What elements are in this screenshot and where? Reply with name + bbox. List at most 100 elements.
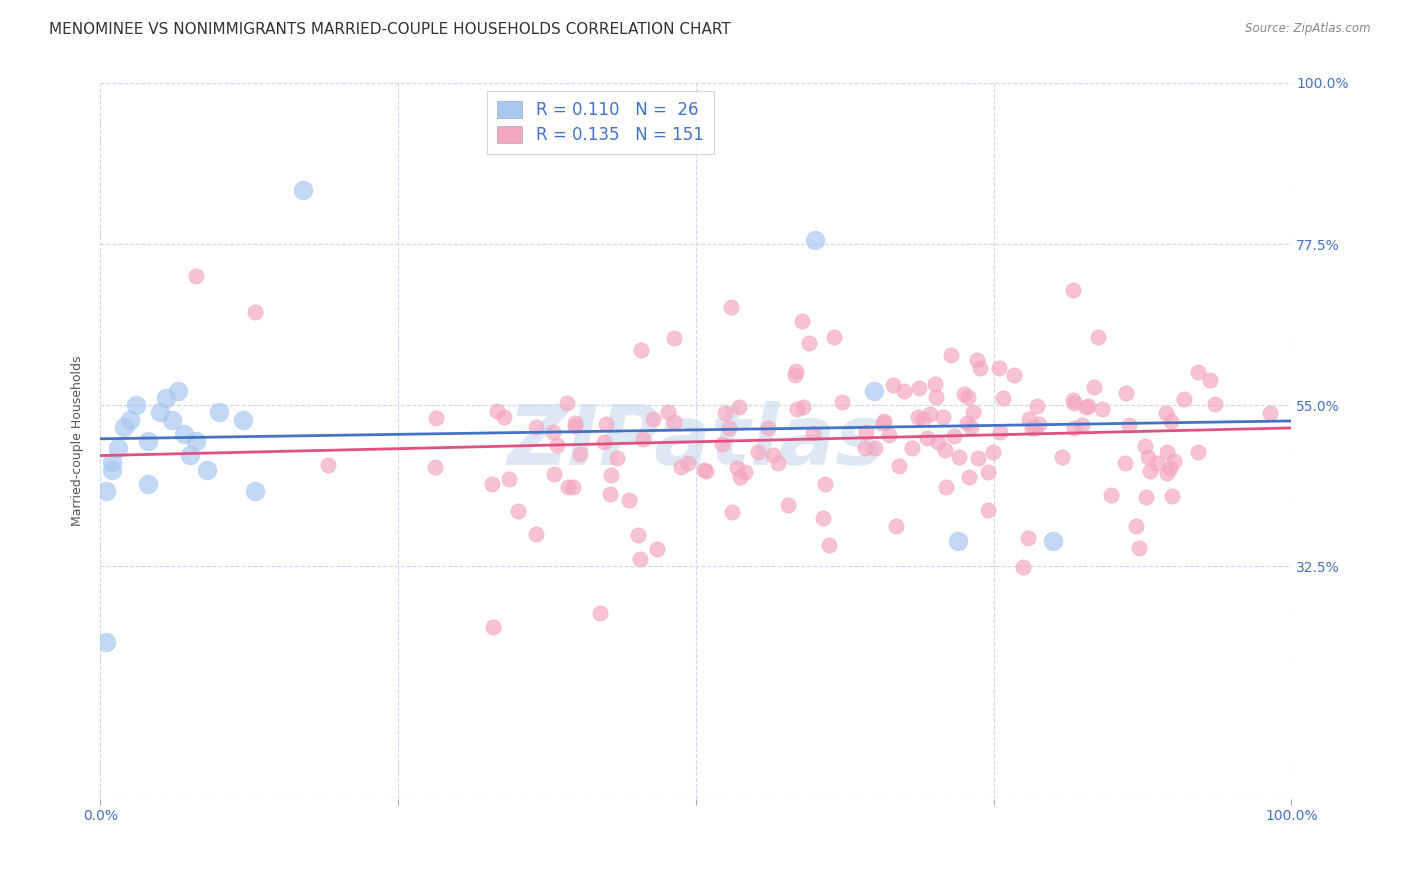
Point (693, 463, 716, 477)
Point (720, 505, 742, 519)
Point (956, 390, 979, 404)
Point (734, 465, 756, 479)
Point (1070, 418, 1092, 433)
Point (889, 459, 911, 474)
Point (555, 395, 578, 409)
Point (1062, 393, 1084, 408)
Point (1099, 488, 1122, 502)
Point (957, 469, 980, 483)
Point (1160, 414, 1182, 428)
Point (893, 384, 915, 398)
Point (814, 477, 837, 491)
Point (425, 411, 447, 425)
Point (801, 425, 824, 440)
Point (988, 360, 1011, 375)
Point (184, 434, 207, 448)
Point (1136, 450, 1159, 464)
Point (934, 442, 956, 457)
Point (966, 353, 988, 368)
Point (873, 414, 896, 428)
Point (991, 391, 1014, 405)
Point (101, 463, 124, 477)
Point (631, 433, 654, 447)
Point (1156, 466, 1178, 480)
Point (243, 484, 266, 499)
Point (96, 484, 118, 499)
Point (823, 329, 845, 343)
Point (1062, 283, 1084, 297)
Point (562, 480, 585, 494)
Point (630, 343, 652, 358)
Text: Source: ZipAtlas.com: Source: ZipAtlas.com (1246, 22, 1371, 36)
Point (524, 420, 547, 434)
Point (600, 468, 623, 483)
Point (101, 455, 124, 469)
Point (662, 415, 685, 429)
Point (316, 458, 339, 473)
Point (956, 416, 979, 430)
Point (939, 348, 962, 362)
Point (756, 421, 779, 435)
Point (1042, 534, 1064, 549)
Point (1063, 421, 1085, 435)
Point (969, 360, 991, 375)
Point (508, 504, 530, 518)
Point (912, 412, 935, 426)
Point (907, 410, 929, 425)
Point (727, 461, 749, 475)
Point (915, 431, 938, 445)
Point (173, 426, 195, 441)
Point (720, 301, 742, 315)
Point (595, 417, 617, 431)
Point (811, 511, 834, 525)
Point (669, 460, 692, 475)
Point (541, 425, 564, 439)
Point (1204, 397, 1226, 411)
Point (776, 498, 799, 512)
Point (967, 450, 990, 465)
Point (1115, 386, 1137, 401)
Point (786, 402, 808, 417)
Point (907, 380, 929, 394)
Point (664, 331, 686, 345)
Point (879, 428, 901, 442)
Point (184, 269, 207, 284)
Point (543, 467, 565, 481)
Point (557, 479, 579, 493)
Point (792, 401, 814, 415)
Point (799, 336, 821, 351)
Point (1028, 417, 1050, 432)
Point (606, 450, 628, 465)
Point (943, 428, 966, 442)
Point (136, 434, 159, 448)
Point (766, 456, 789, 470)
Point (1063, 396, 1085, 410)
Point (1128, 541, 1150, 555)
Y-axis label: Married-couple Households: Married-couple Households (72, 356, 84, 526)
Point (882, 378, 904, 392)
Point (1160, 489, 1182, 503)
Point (546, 438, 568, 452)
Point (160, 412, 183, 426)
Point (627, 528, 650, 542)
Point (197, 463, 219, 477)
Point (1139, 464, 1161, 478)
Point (136, 477, 159, 491)
Point (817, 538, 839, 552)
Point (208, 405, 231, 419)
Point (935, 480, 957, 494)
Point (924, 390, 946, 404)
Point (1118, 418, 1140, 433)
Point (717, 421, 740, 435)
Point (243, 305, 266, 319)
Point (762, 448, 785, 462)
Point (423, 460, 446, 475)
Point (486, 403, 509, 417)
Point (988, 425, 1011, 439)
Point (482, 620, 505, 634)
Point (107, 441, 129, 455)
Point (657, 404, 679, 418)
Point (568, 447, 591, 461)
Point (643, 412, 665, 426)
Point (901, 441, 924, 455)
